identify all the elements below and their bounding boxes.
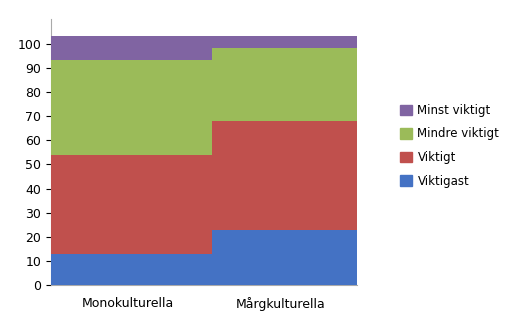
Bar: [196, 48, 364, 121]
Bar: [43, 155, 211, 254]
Bar: [196, 121, 364, 230]
Bar: [43, 36, 211, 61]
Bar: [196, 230, 364, 285]
Bar: [196, 36, 364, 48]
Bar: [43, 254, 211, 285]
Bar: [43, 61, 211, 155]
Legend: Minst viktigt, Mindre viktigt, Viktigt, Viktigast: Minst viktigt, Mindre viktigt, Viktigt, …: [394, 99, 503, 192]
